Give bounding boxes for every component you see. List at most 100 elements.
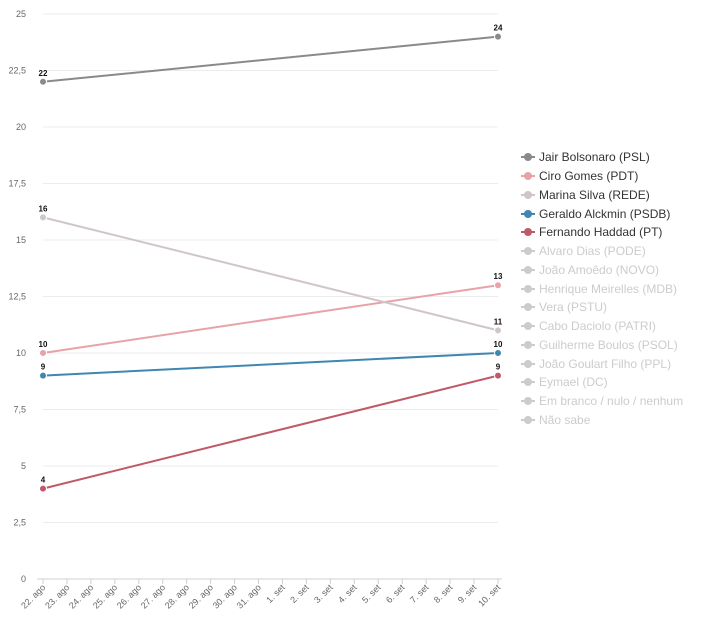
x-tick-label: 23. ago (43, 582, 71, 610)
series-line (42, 352, 499, 377)
chart-legend: Jair Bolsonaro (PSL) Ciro Gomes (PDT) Mari… (521, 148, 683, 429)
legend-label: Geraldo Alckmin (PSDB) (539, 206, 671, 221)
legend-marker-icon (521, 302, 535, 312)
legend-item[interactable]: Vera (PSTU) (521, 298, 683, 317)
legend-item[interactable]: Cabo Daciolo (PATRI) (521, 317, 683, 336)
series-line (42, 284, 499, 354)
legend-item[interactable]: Fernando Haddad (PT) (521, 223, 683, 242)
legend-marker-icon (521, 359, 535, 369)
legend-item[interactable]: João Goulart Filho (PPL) (521, 354, 683, 373)
data-point (494, 326, 502, 335)
legend-label: Alvaro Dias (PODE) (539, 244, 646, 259)
y-tick-label: 0 (21, 574, 26, 584)
legend-item[interactable]: Alvaro Dias (PODE) (521, 242, 683, 261)
data-point (39, 349, 47, 357)
x-tick-label: 4. set (336, 582, 359, 605)
legend-marker-icon (521, 377, 535, 387)
chart-points (39, 32, 502, 493)
legend-item[interactable]: Eymael (DC) (521, 373, 683, 392)
legend-label: João Amoêdo (NOVO) (539, 262, 660, 277)
chart-axes (37, 578, 502, 584)
data-point (39, 371, 47, 380)
x-tick-label: 8. set (432, 582, 455, 605)
y-axis-ticks: 0 2,5 5 7,5 10 12,5 15 17,5 20 22,5 25 (8, 9, 26, 584)
data-point (39, 484, 47, 493)
x-tick-label: 6. set (384, 582, 407, 605)
x-tick-label: 22. ago (19, 582, 47, 610)
data-label: 10 (39, 340, 48, 349)
y-tick-label: 17,5 (8, 179, 26, 189)
legend-marker-icon (521, 340, 535, 350)
y-tick-label: 10 (16, 348, 26, 358)
legend-item[interactable]: Jair Bolsonaro (PSL) (521, 148, 683, 167)
legend-label: Cabo Daciolo (PATRI) (539, 319, 656, 334)
legend-item[interactable]: Em branco / nulo / nenhum (521, 392, 683, 411)
legend-marker-icon (521, 190, 535, 200)
series-line (42, 35, 499, 83)
x-tick-label: 3. set (312, 582, 335, 605)
chart-series-lines (42, 35, 499, 490)
legend-label: Guilherme Boulos (PSOL) (539, 337, 678, 352)
y-tick-label: 22,5 (8, 66, 26, 76)
x-tick-label: 1. set (264, 582, 287, 605)
legend-item[interactable]: Ciro Gomes (PDT) (521, 167, 683, 186)
legend-item[interactable]: Guilherme Boulos (PSOL) (521, 336, 683, 355)
data-label: 13 (494, 272, 503, 281)
x-tick-label: 26. ago (115, 582, 143, 610)
x-tick-label: 25. ago (91, 582, 119, 610)
legend-label: Fernando Haddad (PT) (539, 225, 663, 240)
legend-item[interactable]: Geraldo Alckmin (PSDB) (521, 204, 683, 223)
data-label: 9 (41, 363, 46, 372)
data-point (494, 32, 502, 41)
y-tick-label: 5 (21, 461, 26, 471)
legend-marker-icon (521, 396, 535, 406)
legend-item[interactable]: Henrique Meirelles (MDB) (521, 279, 683, 298)
legend-label: Eymael (DC) (539, 375, 608, 390)
data-label: 16 (39, 204, 48, 213)
x-tick-label: 28. ago (163, 582, 191, 610)
x-tick-label: 31. ago (235, 582, 263, 610)
legend-marker-icon (521, 246, 535, 256)
legend-marker-icon (521, 227, 535, 237)
data-label: 4 (41, 476, 46, 485)
data-point (494, 349, 502, 357)
legend-item[interactable]: Marina Silva (REDE) (521, 186, 683, 205)
legend-label: Vera (PSTU) (539, 300, 608, 315)
series-line (42, 374, 499, 490)
chart-gridlines (43, 13, 498, 580)
legend-label: Jair Bolsonaro (PSL) (539, 150, 650, 165)
y-tick-label: 7,5 (13, 405, 26, 415)
y-tick-label: 20 (16, 122, 26, 132)
data-point (494, 281, 502, 290)
legend-label: João Goulart Filho (PPL) (539, 356, 672, 371)
data-point (39, 213, 47, 222)
y-tick-label: 15 (16, 235, 26, 245)
data-label: 24 (494, 24, 503, 33)
legend-label: Marina Silva (REDE) (539, 187, 650, 202)
legend-item[interactable]: João Amoêdo (NOVO) (521, 261, 683, 280)
y-tick-label: 2,5 (13, 518, 26, 528)
legend-marker-icon (521, 321, 535, 331)
legend-label: Não sabe (539, 412, 591, 427)
y-tick-label: 25 (16, 9, 26, 19)
x-tick-label: 10. set (476, 582, 503, 609)
data-label: 9 (496, 363, 501, 372)
x-tick-label: 30. ago (211, 582, 239, 610)
x-tick-label: 29. ago (187, 582, 215, 610)
series-line (42, 216, 499, 332)
x-tick-label: 27. ago (139, 582, 167, 610)
legend-marker-icon (521, 171, 535, 181)
data-label: 11 (494, 317, 503, 326)
data-point (494, 371, 502, 380)
legend-label: Em branco / nulo / nenhum (539, 394, 684, 409)
data-point (39, 77, 47, 86)
legend-marker-icon (521, 265, 535, 275)
legend-marker-icon (521, 415, 535, 425)
legend-marker-icon (521, 284, 535, 294)
x-tick-label: 7. set (408, 582, 431, 605)
chart-data-labels: 22 24 10 13 16 11 9 10 4 9 (39, 24, 503, 485)
legend-item[interactable]: Não sabe (521, 411, 683, 430)
legend-marker-icon (521, 152, 535, 162)
